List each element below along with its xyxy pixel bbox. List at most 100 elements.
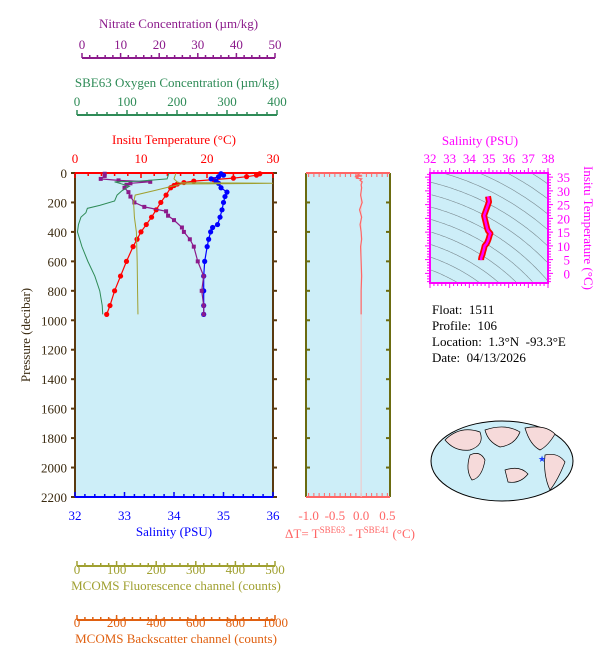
temperature-point (143, 221, 149, 228)
world-map (430, 420, 574, 502)
density-contour (430, 256, 480, 283)
salinity-point (222, 193, 228, 200)
salinity-point (210, 224, 216, 231)
density-contour (480, 173, 548, 215)
fluorescence-tick-label: 300 (186, 562, 206, 577)
ts-xtick-label: 32 (424, 151, 437, 166)
fluorescence-tick-label: 200 (146, 562, 166, 577)
pressure-tick-label: 1800 (41, 431, 67, 446)
fluorescence-profile-line (133, 172, 274, 315)
backscatter-tick-label: 200 (107, 615, 127, 630)
salinity-point (224, 189, 230, 195)
density-contour (507, 173, 548, 199)
ts-ytick-label: 25 (557, 198, 570, 213)
temperature-point (107, 302, 113, 309)
ts-ytick-label: 35 (557, 170, 570, 185)
nitrate-point (199, 288, 204, 293)
nitrate-tick-label: 20 (153, 37, 166, 52)
fluorescence-tick-label: 100 (107, 562, 127, 577)
ts-yaxis-label: Insitu Temperature (°C) (581, 166, 596, 290)
delta-t-tick-label: 0.5 (379, 508, 395, 523)
nitrate-point (191, 244, 196, 249)
backscatter-axis-label: MCOMS Backscatter channel (counts) (75, 631, 277, 646)
nitrate-point (164, 209, 169, 214)
nitrate-point (166, 213, 171, 218)
nitrate-point (102, 173, 107, 178)
nitrate-point (195, 259, 200, 264)
salinity-tick-label: 35 (217, 508, 230, 523)
ts-xtick-label: 34 (463, 151, 477, 166)
density-contour (430, 181, 548, 247)
nitrate-point (126, 190, 131, 195)
temperature-tick-label: 30 (267, 151, 280, 166)
pressure-axis-label: Pressure (decibar) (18, 288, 33, 382)
pressure-tick-label: 1400 (41, 372, 67, 387)
float-info: Float: 1511 Profile: 106 Location: 1.3°N… (432, 302, 566, 366)
nitrate-point (201, 312, 206, 317)
pressure-tick-label: 800 (48, 284, 68, 299)
nitrate-point (201, 303, 206, 308)
pressure-tick-label: 600 (48, 254, 68, 269)
oxygen-tick-label: 0 (74, 94, 81, 109)
main-plot-area (75, 173, 273, 497)
salinity-tick-label: 36 (267, 508, 281, 523)
date: Date: 04/13/2026 (432, 350, 526, 365)
temperature-point (230, 175, 236, 181)
fluorescence-tick-label: 400 (226, 562, 246, 577)
nitrate-point (172, 218, 176, 223)
density-contour (532, 173, 548, 185)
nitrate-point (132, 200, 137, 205)
nitrate-tick-label: 10 (114, 37, 127, 52)
ts-ytick-label: 20 (557, 211, 570, 226)
density-contour (430, 206, 549, 282)
pressure-tick-label: 1600 (41, 402, 67, 417)
backscatter-tick-label: 800 (226, 615, 246, 630)
temperature-point (117, 273, 124, 279)
oxygen-axis-label: SBE63 Oxygen Concentration (µm/kg) (75, 75, 279, 90)
float-id: Float: 1511 (432, 302, 495, 317)
ts-xtick-label: 37 (522, 151, 536, 166)
float-location-star-icon: ★ (538, 454, 546, 464)
ts-curve (479, 196, 492, 261)
salinity-point (206, 236, 212, 242)
nitrate-point (98, 176, 103, 181)
nitrate-point (181, 229, 186, 234)
temperature-point (158, 199, 164, 206)
delta-t-axis-label: ΔT= TSBE63 - TSBE41 (°C) (285, 525, 415, 541)
fluorescence-axis-label: MCOMS Fluorescence channel (counts) (71, 578, 281, 593)
delta-t-tick-label: 0.0 (353, 508, 369, 523)
salinity-point (214, 221, 221, 228)
ts-xtick-label: 36 (502, 151, 516, 166)
oxygen-profile-line (76, 172, 170, 315)
salinity-point (202, 258, 208, 264)
backscatter-tick-label: 1000 (262, 615, 288, 630)
oxygen-tick-label: 300 (217, 94, 237, 109)
salinity-profile-line (203, 173, 228, 315)
delta-t-tick-label: -1.0 (298, 508, 319, 523)
nitrate-point (124, 182, 129, 187)
salinity-tick-label: 34 (168, 508, 182, 523)
pressure-tick-label: 400 (48, 225, 68, 240)
temperature-point (112, 288, 118, 294)
density-contours (430, 173, 549, 283)
pressure-tick-label: 200 (48, 195, 68, 210)
nitrate-point (201, 274, 206, 279)
salinity-point (208, 229, 214, 235)
nitrate-tick-label: 50 (269, 37, 282, 52)
nitrate-profile-line (99, 173, 205, 315)
salinity-axis-label: Salinity (PSU) (136, 524, 212, 539)
nitrate-tick-label: 0 (79, 37, 86, 52)
backscatter-tick-label: 600 (186, 615, 206, 630)
salinity-point (219, 207, 225, 213)
nitrate-point (179, 225, 184, 230)
pressure-tick-label: 1200 (41, 343, 67, 358)
fluorescence-tick-label: 500 (265, 562, 285, 577)
map-landmass (504, 467, 529, 483)
nitrate-point (122, 185, 127, 190)
salinity-tick-label: 32 (69, 508, 82, 523)
map-landmass (467, 453, 486, 481)
pressure-tick-label: 2200 (41, 490, 67, 505)
density-contour (431, 194, 548, 263)
oxygen-tick-label: 400 (267, 94, 287, 109)
